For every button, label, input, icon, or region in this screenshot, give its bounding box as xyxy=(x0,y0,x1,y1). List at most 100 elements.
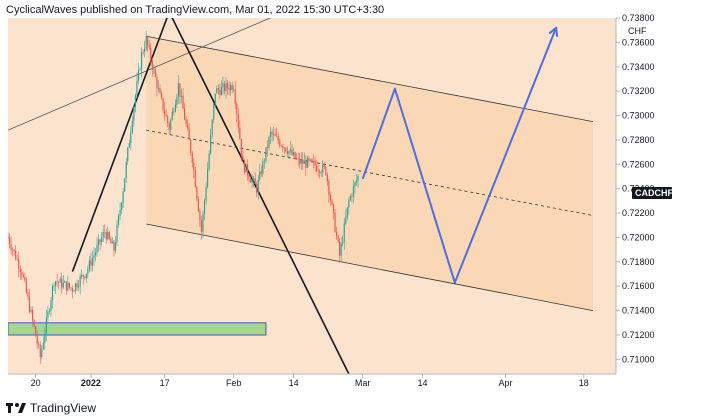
candle-body xyxy=(96,244,98,253)
candle-body xyxy=(88,260,90,269)
candle-body xyxy=(217,88,219,91)
candle-body xyxy=(231,85,233,91)
candle-body xyxy=(225,83,227,92)
candle-body xyxy=(22,274,24,277)
y-tick-label: 0.71800 xyxy=(622,257,655,267)
candle-body xyxy=(299,158,301,164)
candle-body xyxy=(206,169,209,188)
x-tick-label: 17 xyxy=(160,378,170,388)
candle-body xyxy=(340,243,342,256)
channel-lower-line xyxy=(146,223,594,311)
candle-body xyxy=(31,310,34,321)
candle-body xyxy=(151,60,153,70)
candle-body xyxy=(311,159,313,162)
candle-body xyxy=(183,108,186,120)
candle-body xyxy=(292,152,295,155)
candle-body xyxy=(237,114,239,128)
candle-body xyxy=(113,241,115,251)
candle-body xyxy=(331,200,333,205)
x-tick-label: 14 xyxy=(289,378,299,388)
candle-body xyxy=(274,133,276,136)
candle-body xyxy=(266,147,269,149)
candle-body xyxy=(194,170,196,188)
candle-body xyxy=(39,344,41,357)
candle-body xyxy=(233,89,235,91)
candle-body xyxy=(101,237,103,243)
candle-body xyxy=(59,278,61,283)
candle-body xyxy=(164,110,166,115)
candle-body xyxy=(187,124,189,129)
candle-body xyxy=(282,146,284,149)
candle-body xyxy=(196,187,198,199)
candle-body xyxy=(99,239,101,243)
plot-layer xyxy=(8,18,594,374)
candle-body xyxy=(302,159,304,164)
candle-body xyxy=(245,164,247,173)
candle-body xyxy=(36,336,38,344)
candle-body xyxy=(316,165,318,171)
candle-body xyxy=(160,93,163,99)
candle-body xyxy=(291,149,293,155)
symbol-label: CADCHF xyxy=(635,188,673,198)
candle-body xyxy=(42,342,44,349)
candle-body xyxy=(283,147,285,149)
candle-body xyxy=(139,69,141,71)
candle-body xyxy=(70,287,72,289)
candle-body xyxy=(243,160,246,173)
candle-body xyxy=(303,160,305,164)
candle-body xyxy=(136,80,138,96)
candle-body xyxy=(219,90,221,95)
candle-body xyxy=(119,209,121,216)
candle-body xyxy=(61,278,63,288)
candle-body xyxy=(339,241,341,256)
steep-trendline xyxy=(71,18,168,272)
candle-body xyxy=(41,348,43,357)
candle-body xyxy=(202,213,204,232)
candle-body xyxy=(213,103,215,120)
candle-body xyxy=(334,212,336,233)
tradingview-logo-icon xyxy=(6,402,26,414)
candle-body xyxy=(51,286,54,301)
candle-body xyxy=(276,135,278,137)
y-tick-label: 0.72200 xyxy=(622,208,655,218)
symbol-badge: CADCHF xyxy=(632,187,673,199)
candle-body xyxy=(297,158,299,160)
candle-body xyxy=(130,131,132,143)
candle-body xyxy=(105,231,107,240)
candle-body xyxy=(242,155,244,161)
candle-body xyxy=(12,249,14,251)
candle-body xyxy=(48,310,51,312)
candle-body xyxy=(150,47,152,61)
candle-body xyxy=(317,170,319,172)
candle-body xyxy=(352,186,355,197)
candle-body xyxy=(249,179,252,183)
candle-body xyxy=(159,88,161,94)
candle-body xyxy=(342,241,344,244)
candle-body xyxy=(205,187,207,201)
candle-body xyxy=(223,83,226,92)
candle-body xyxy=(230,85,232,91)
candle-body xyxy=(191,152,193,164)
candle-body xyxy=(153,69,155,70)
candle-body xyxy=(27,292,29,298)
candle-body xyxy=(102,231,104,238)
candle-body xyxy=(154,69,156,77)
x-tick-label: 18 xyxy=(579,378,589,388)
candle-body xyxy=(306,158,308,168)
candle-body xyxy=(56,281,58,283)
candle-body xyxy=(44,333,46,343)
y-tick-label: 0.72800 xyxy=(622,135,655,145)
candle-body xyxy=(15,250,17,260)
candle-body xyxy=(269,131,272,138)
candle-body xyxy=(111,241,114,244)
candle-body xyxy=(176,96,178,105)
candle-body xyxy=(78,286,80,288)
candle-body xyxy=(208,153,210,170)
channel-fill xyxy=(146,36,593,311)
candle-body xyxy=(246,164,249,176)
candle-body xyxy=(182,95,184,109)
candle-body xyxy=(305,160,307,168)
candle-body xyxy=(134,95,137,108)
candle-body xyxy=(329,194,332,201)
candle-body xyxy=(332,204,335,213)
